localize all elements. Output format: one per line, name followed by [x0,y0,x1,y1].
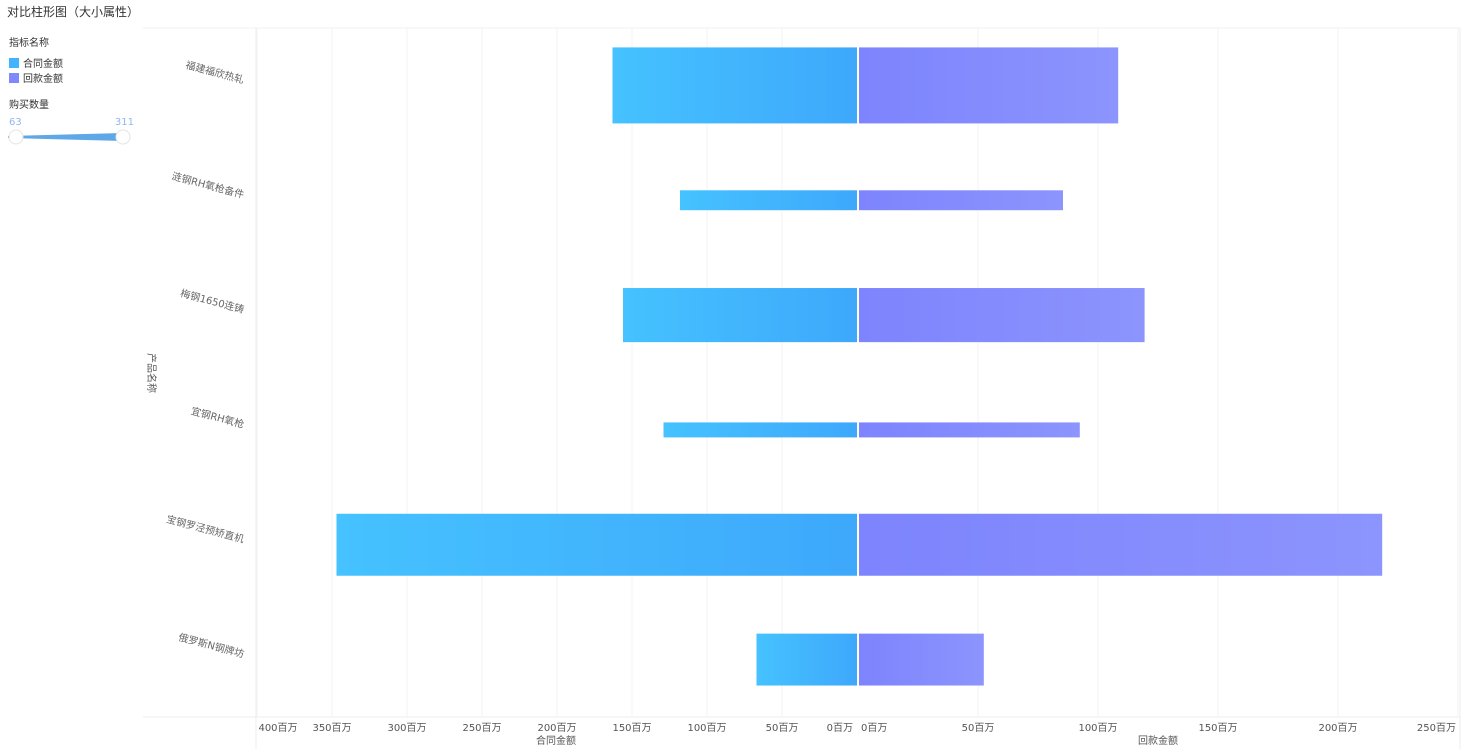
legend-item-contract[interactable]: 合同金额 [9,55,63,70]
right-axis-tick: 50百万 [962,722,995,734]
legend-swatch [9,72,19,83]
bar-payment-amount [859,47,1119,124]
bar-contract-amount [623,288,857,343]
bar-contract-amount [756,633,857,686]
legend-item-payment[interactable]: 回款金额 [9,70,63,85]
right-axis-tick: 0百万 [861,722,887,734]
category-label: 梅钢1650连铸 [179,286,246,315]
size-range-slider[interactable] [8,133,123,141]
size-max-label: 311 [114,117,134,128]
bar-contract-amount [336,513,857,576]
legend-swatch [9,57,19,68]
bar-payment-amount [859,288,1145,343]
category-label: 福建福欣热轧 [184,58,245,86]
bar-payment-amount [859,513,1383,576]
left-axis-title: 合同金额 [536,734,576,747]
size-legend-header: 购买数量 [9,100,49,111]
bar-payment-amount [859,190,1063,211]
left-axis-tick: 250百万 [462,722,501,734]
size-legend: 购买数量 63 311 [9,96,134,131]
left-axis-tick: 300百万 [387,722,426,734]
left-axis-tick: 200百万 [537,722,576,734]
legend-label: 回款金额 [23,74,63,85]
y-axis-title: 产品名称 [145,353,158,393]
legend-header: 指标名称 [9,38,49,49]
right-axis-title: 回款金额 [1138,734,1178,747]
category-label: 俄罗斯N钢牌坊 [177,630,246,660]
left-axis-tick: 0百万 [827,722,853,734]
left-axis-tick: 350百万 [312,722,351,734]
right-axis-tick: 250百万 [1417,722,1456,734]
left-axis-tick: 100百万 [687,722,726,734]
bar-contract-amount [612,47,857,124]
category-label: 涟钢RH氧枪备件 [170,169,245,201]
size-min-label: 63 [9,117,22,128]
category-label: 宝钢罗泾预矫直机 [165,512,246,545]
chart-title: 对比柱形图（大小属性） [7,5,140,19]
right-axis-tick: 100百万 [1078,722,1117,734]
bar-payment-amount [859,633,984,686]
left-axis-tick: 400百万 [258,722,297,734]
size-handle-min[interactable] [0,125,30,155]
bar-contract-amount [663,422,857,438]
legend-label: 合同金额 [23,59,63,70]
left-axis-tick: 150百万 [612,722,651,734]
category-label: 宜钢RH氧枪 [190,404,246,431]
bar-payment-amount [859,422,1080,438]
right-axis-tick: 200百万 [1318,722,1357,734]
left-axis-tick: 50百万 [766,722,799,734]
legend: 指标名称 合同金额 回款金额 [9,34,63,85]
bar-contract-amount [680,190,857,211]
size-handle-max[interactable] [108,125,138,155]
right-axis-tick: 150百万 [1198,722,1237,734]
